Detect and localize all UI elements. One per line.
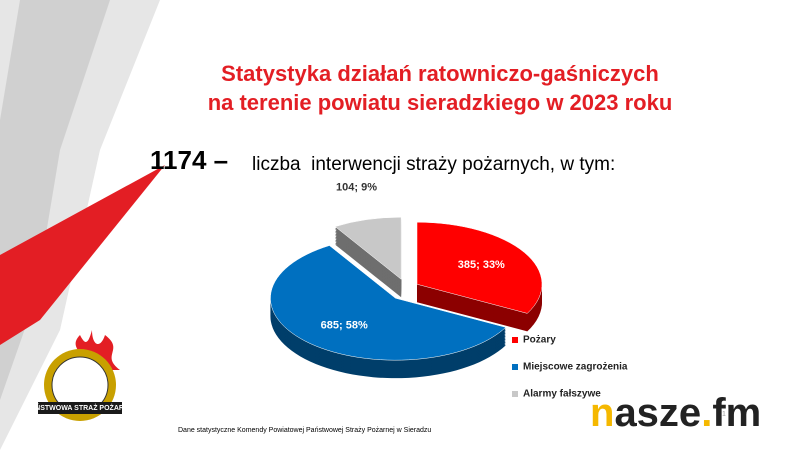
slice xyxy=(334,216,402,280)
slice xyxy=(416,221,543,314)
headline-number: 1174 – xyxy=(150,145,228,175)
legend-swatch xyxy=(512,391,518,397)
logo: nasze.fm xyxy=(590,391,761,435)
legend-swatch xyxy=(512,364,518,370)
headline-text: liczba interwencji straży pożarnych, w t… xyxy=(252,154,615,175)
slice xyxy=(270,245,507,361)
legend-swatch xyxy=(512,337,518,343)
pie-chart: 385; 33% 685; 58% 104; 9% Pożary Miejscowe z… xyxy=(270,182,628,400)
title-line: Statystyka działań ratowniczo-gaśniczych xyxy=(221,61,659,86)
data-label: 385; 33% xyxy=(458,259,505,271)
emblem-banner xyxy=(38,402,122,414)
logo-part: fm xyxy=(712,391,761,435)
data-label: 104; 9% xyxy=(336,182,377,194)
source: Dane statystyczne Komendy Powiatowej Pań… xyxy=(178,427,431,434)
legend-label: Miejscowe zagrożenia xyxy=(523,362,628,373)
emblem: PAŃSTWOWA STRAŻ POŻARNA xyxy=(26,330,134,421)
logo-part: n xyxy=(590,391,614,435)
decor-red xyxy=(0,165,165,345)
data-label: 685; 58% xyxy=(321,319,368,331)
page-number: 1 xyxy=(722,411,726,418)
logo-part: . xyxy=(701,391,712,435)
logo-part: asze xyxy=(614,391,701,435)
title-line: na terenie powiatu sieradzkiego w 2023 r… xyxy=(208,90,673,115)
legend-label: Pożary xyxy=(523,335,556,346)
emblem-text: PAŃSTWOWA STRAŻ POŻARNA xyxy=(26,403,134,412)
legend-label: Alarmy fałszywe xyxy=(523,389,601,400)
